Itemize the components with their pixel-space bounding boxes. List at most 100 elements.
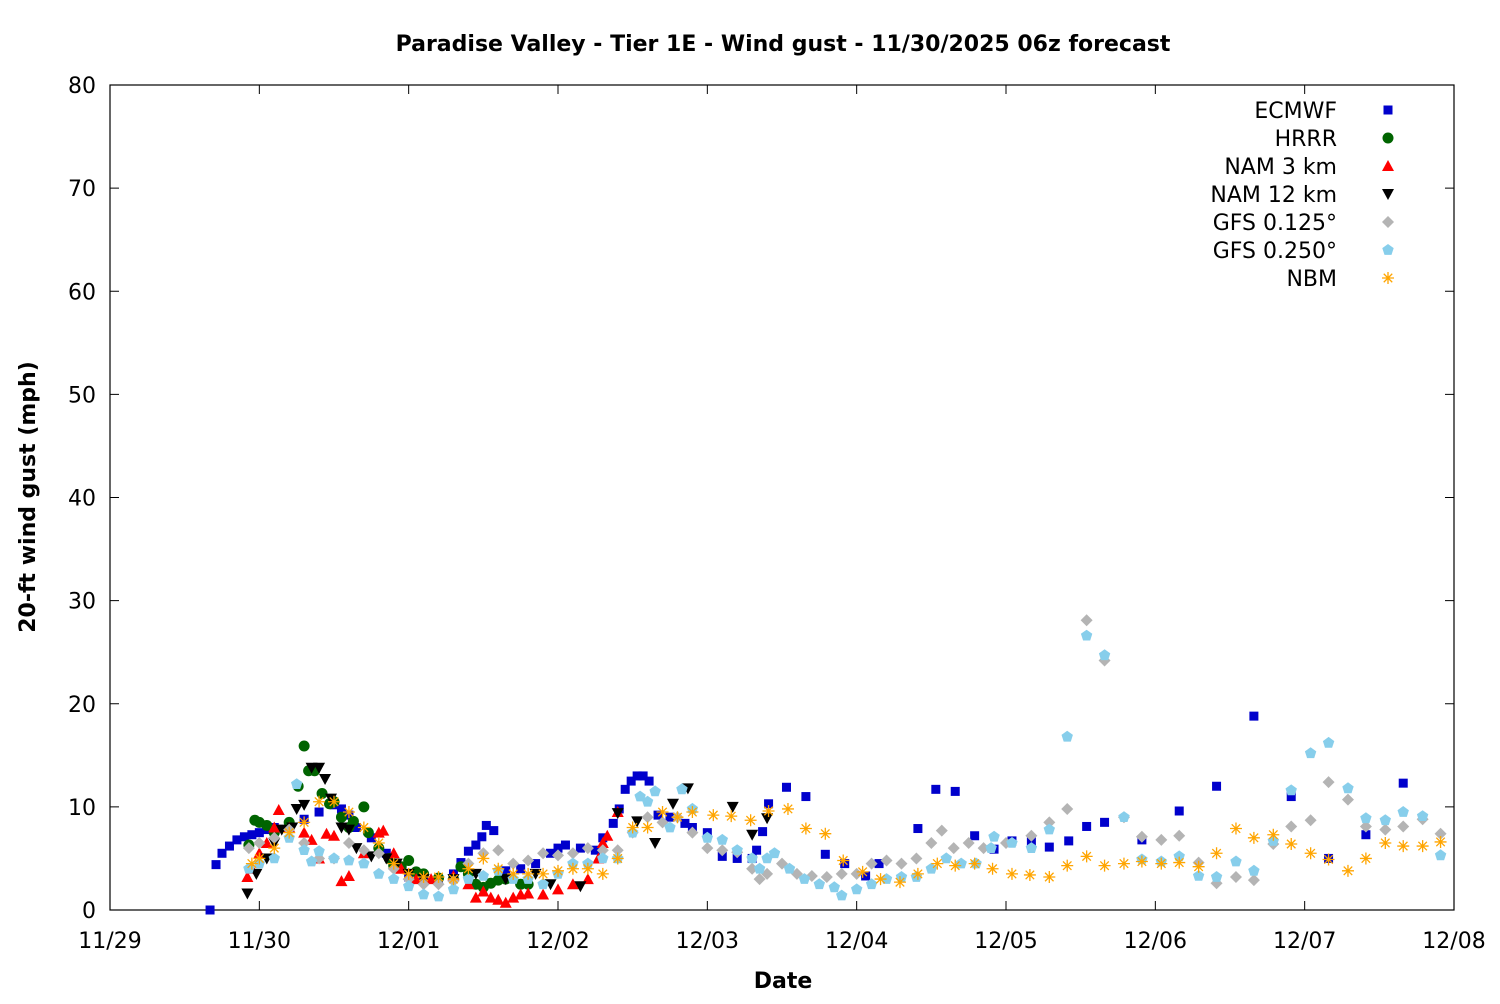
- data-point: [552, 883, 564, 895]
- y-tick-label: 10: [68, 796, 96, 821]
- data-point: [403, 855, 415, 866]
- data-point: [768, 847, 781, 859]
- data-point: [471, 840, 481, 850]
- x-tick-label: 12/03: [676, 929, 739, 954]
- x-axis: 11/29 11/30 12/01 12/02 12/03 12/04 12/05 12/06…: [78, 85, 1486, 954]
- data-point: [988, 830, 1000, 842]
- data-point: [1322, 736, 1335, 748]
- data-point: [553, 843, 563, 853]
- legend-marker: [1382, 244, 1394, 255]
- data-point: [1341, 864, 1354, 877]
- data-point: [342, 869, 355, 881]
- data-point: [732, 853, 742, 863]
- data-point: [1155, 857, 1168, 870]
- data-point: [241, 871, 254, 882]
- data-point: [529, 868, 542, 880]
- data-point: [611, 808, 624, 820]
- data-point: [469, 868, 482, 880]
- data-point: [260, 836, 273, 848]
- data-point: [477, 870, 489, 881]
- data-point: [372, 847, 385, 860]
- y-tick-label: 50: [68, 383, 96, 408]
- data-point: [347, 815, 359, 827]
- data-point: [634, 790, 646, 802]
- data-point: [590, 845, 600, 855]
- data-point: [1361, 830, 1371, 840]
- data-point: [313, 762, 326, 774]
- data-point: [1082, 821, 1092, 831]
- data-point: [950, 786, 960, 796]
- data-point: [1118, 811, 1130, 822]
- data-point: [1006, 837, 1018, 848]
- data-point: [716, 844, 729, 857]
- legend-marker: [1382, 272, 1394, 284]
- legend: ECMWF HRRR NAM 3 km NAM 12 km GFS 0.125° GFS …: [1210, 99, 1394, 292]
- data-point: [291, 778, 303, 789]
- data-point: [313, 845, 325, 857]
- data-point: [632, 771, 642, 781]
- data-point: [298, 826, 311, 838]
- data-point: [387, 857, 400, 870]
- data-point: [1379, 823, 1392, 836]
- data-point: [1173, 829, 1186, 842]
- data-point: [626, 821, 639, 834]
- data-point: [1005, 867, 1018, 880]
- data-point: [977, 842, 990, 855]
- data-point: [752, 845, 762, 855]
- data-point: [283, 826, 296, 839]
- data-point: [1304, 847, 1317, 860]
- data-point: [895, 871, 908, 882]
- data-point: [272, 803, 285, 815]
- data-point: [1416, 840, 1429, 853]
- data-point: [432, 890, 445, 902]
- data-point: [425, 873, 438, 885]
- data-point: [224, 841, 234, 851]
- data-point: [242, 842, 255, 855]
- data-point: [1285, 820, 1298, 833]
- data-point: [211, 860, 221, 870]
- data-point: [820, 871, 833, 883]
- data-point: [725, 810, 738, 823]
- data-point: [342, 836, 355, 849]
- data-point: [358, 801, 370, 813]
- data-point: [597, 852, 609, 864]
- data-point: [388, 873, 400, 884]
- data-point: [410, 873, 423, 885]
- data-point: [1061, 802, 1074, 815]
- y-tick-label: 40: [68, 487, 96, 512]
- data-point: [1064, 836, 1074, 846]
- data-point: [581, 862, 594, 875]
- data-point: [1135, 855, 1148, 868]
- data-point: [596, 844, 609, 857]
- data-point: [1342, 782, 1354, 794]
- data-point: [366, 833, 376, 843]
- data-point: [968, 857, 981, 870]
- data-point: [232, 835, 242, 845]
- data-point: [1098, 649, 1111, 661]
- data-point: [1267, 828, 1280, 841]
- data-point: [241, 888, 254, 900]
- data-point: [701, 831, 713, 843]
- data-point: [940, 852, 952, 864]
- x-tick-label: 12/06: [1124, 929, 1187, 954]
- data-point: [463, 846, 473, 856]
- data-point: [1043, 823, 1055, 835]
- y-tick-label: 0: [82, 899, 96, 924]
- data-point: [649, 837, 662, 849]
- data-point: [522, 854, 535, 867]
- x-tick-label: 12/01: [377, 929, 440, 954]
- data-point: [819, 827, 832, 840]
- data-point: [335, 875, 348, 887]
- data-point: [335, 811, 347, 823]
- data-point: [1061, 859, 1074, 872]
- data-point: [254, 828, 264, 838]
- data-point: [608, 818, 618, 828]
- data-point: [298, 799, 311, 811]
- data-point: [1025, 842, 1038, 853]
- data-point: [949, 859, 962, 872]
- data-point: [560, 840, 570, 850]
- data-point: [1230, 855, 1242, 867]
- data-point: [357, 844, 370, 857]
- x-axis-label: Date: [754, 969, 813, 994]
- data-point: [343, 854, 355, 866]
